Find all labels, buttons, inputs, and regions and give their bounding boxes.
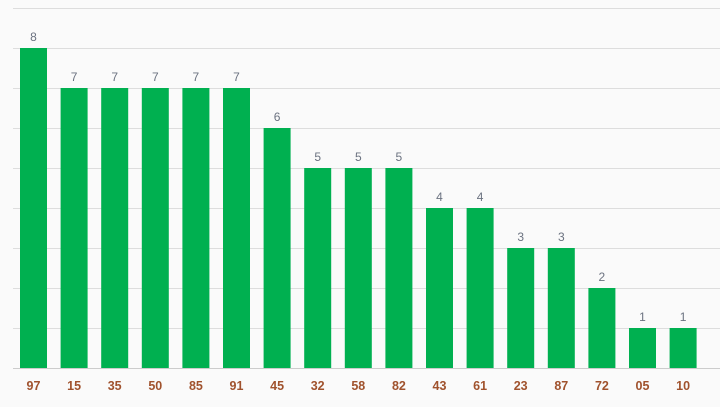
bar <box>182 88 210 368</box>
value-label: 7 <box>233 70 240 84</box>
value-label: 1 <box>680 310 687 324</box>
value-label: 4 <box>436 190 443 204</box>
category-label: 97 <box>27 379 41 393</box>
bar <box>629 328 656 368</box>
category-label: 45 <box>270 379 284 393</box>
value-label: 5 <box>396 150 403 164</box>
category-label: 87 <box>554 379 568 393</box>
category-label: 05 <box>636 379 650 393</box>
category-label: 61 <box>473 379 487 393</box>
category-label: 32 <box>311 379 325 393</box>
value-label: 2 <box>599 270 606 284</box>
bar <box>466 208 494 368</box>
value-label: 7 <box>152 70 159 84</box>
value-label: 5 <box>314 150 321 164</box>
value-label: 7 <box>111 70 118 84</box>
value-label: 7 <box>193 70 200 84</box>
value-label: 6 <box>274 110 281 124</box>
category-label: 82 <box>392 379 406 393</box>
value-label: 8 <box>30 30 37 44</box>
bar <box>304 168 332 368</box>
bar <box>141 88 169 368</box>
bar <box>344 168 372 368</box>
category-label: 50 <box>148 379 162 393</box>
category-label: 10 <box>676 379 690 393</box>
category-label: 85 <box>189 379 203 393</box>
category-label: 35 <box>108 379 122 393</box>
category-label: 23 <box>514 379 528 393</box>
bar <box>547 248 575 368</box>
category-label: 15 <box>67 379 81 393</box>
value-label: 7 <box>71 70 78 84</box>
value-labels: 8 7 7 7 7 7 6 5 5 5 4 4 3 3 2 1 1 <box>30 30 687 324</box>
bar <box>385 168 413 368</box>
value-label: 1 <box>639 310 646 324</box>
value-label: 5 <box>355 150 362 164</box>
bars <box>20 48 697 368</box>
bar <box>669 328 697 368</box>
bar <box>20 48 47 368</box>
bar <box>588 288 616 368</box>
bar <box>507 248 535 368</box>
category-label: 58 <box>351 379 365 393</box>
bar <box>263 128 291 368</box>
value-label: 4 <box>477 190 484 204</box>
bar <box>426 208 453 368</box>
bar <box>223 88 250 368</box>
bar <box>60 88 88 368</box>
category-label: 72 <box>595 379 609 393</box>
category-label: 91 <box>230 379 244 393</box>
value-label: 3 <box>558 230 565 244</box>
value-label: 3 <box>517 230 524 244</box>
bar <box>101 88 129 368</box>
category-labels: 97 15 35 50 85 91 45 32 58 82 43 61 23 87 72 05 10 <box>27 379 691 393</box>
category-label: 43 <box>433 379 447 393</box>
